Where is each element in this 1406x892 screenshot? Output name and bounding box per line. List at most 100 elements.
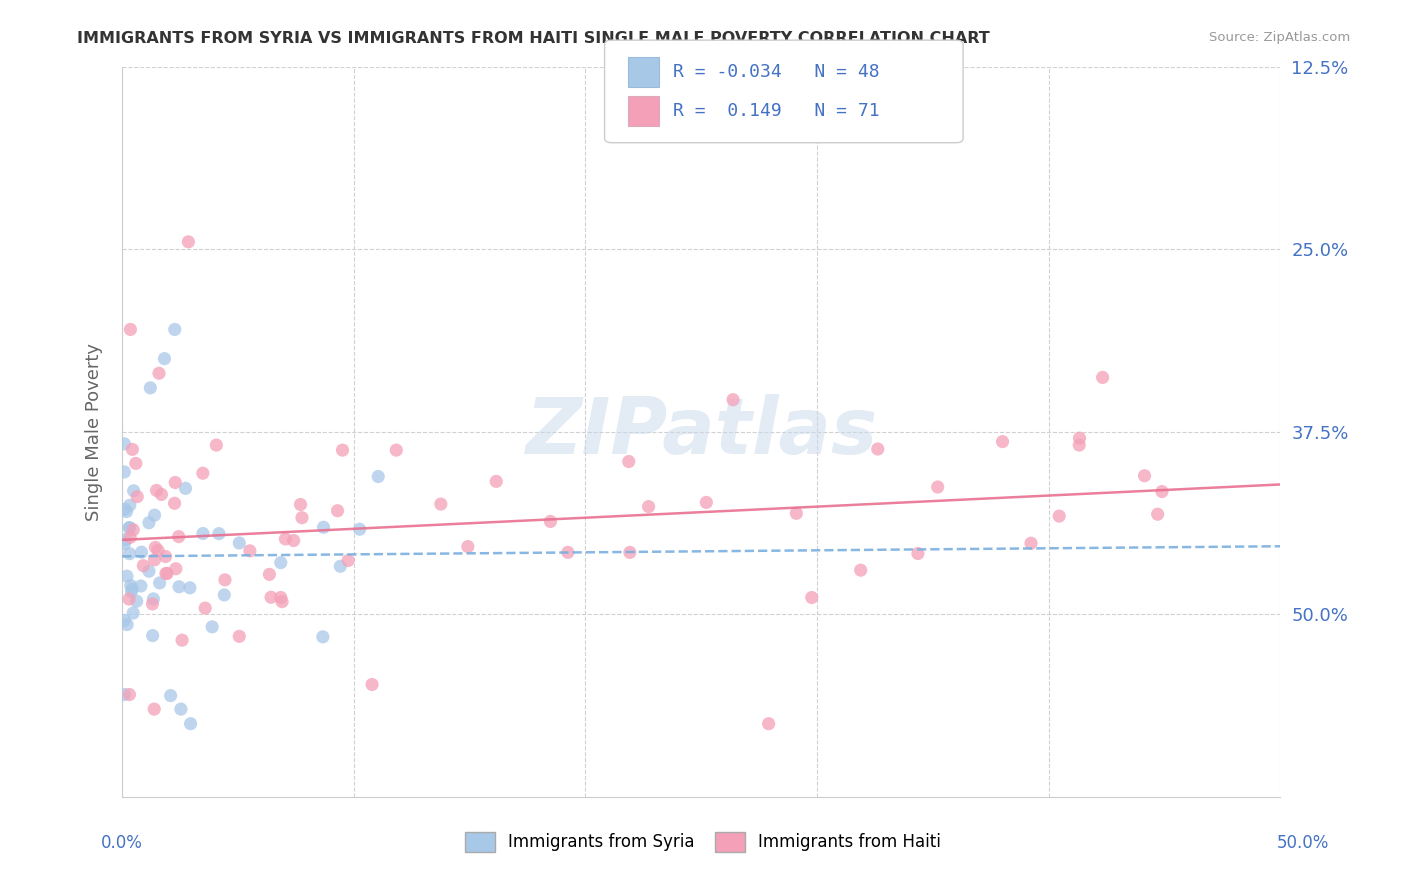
Legend: Immigrants from Syria, Immigrants from Haiti: Immigrants from Syria, Immigrants from H…	[458, 825, 948, 859]
Point	[115, 617, 138, 632]
Text: ZIPatlas: ZIPatlas	[524, 393, 877, 470]
Point	[332, 443, 354, 458]
Point	[131, 545, 153, 559]
Point	[274, 532, 297, 546]
Point	[695, 495, 717, 509]
Point	[172, 633, 194, 648]
Point	[214, 573, 236, 587]
Point	[361, 677, 384, 691]
Point	[139, 381, 162, 395]
Point	[214, 588, 236, 602]
Point	[367, 469, 389, 483]
Point	[121, 582, 143, 596]
Point	[118, 547, 141, 561]
Point	[271, 594, 294, 608]
Point	[208, 526, 231, 541]
Point	[312, 630, 335, 644]
Point	[143, 553, 166, 567]
Point	[337, 553, 360, 567]
Point	[291, 510, 314, 524]
Point	[118, 592, 141, 607]
Point	[159, 689, 181, 703]
Point	[385, 443, 408, 458]
Point	[138, 516, 160, 530]
Point	[114, 533, 136, 547]
Point	[907, 547, 929, 561]
Point	[115, 569, 138, 583]
Point	[201, 620, 224, 634]
Point	[120, 322, 142, 336]
Point	[167, 530, 190, 544]
Point	[114, 502, 136, 516]
Point	[619, 545, 641, 559]
Point	[149, 575, 172, 590]
Point	[290, 498, 312, 512]
Text: R =  0.149   N = 71: R = 0.149 N = 71	[673, 103, 880, 120]
Text: IMMIGRANTS FROM SYRIA VS IMMIGRANTS FROM HAITI SINGLE MALE POVERTY CORRELATION C: IMMIGRANTS FROM SYRIA VS IMMIGRANTS FROM…	[77, 31, 990, 46]
Point	[174, 481, 197, 495]
Point	[148, 366, 170, 380]
Text: R = -0.034   N = 48: R = -0.034 N = 48	[673, 63, 880, 81]
Point	[145, 541, 167, 555]
Text: 0.0%: 0.0%	[101, 834, 143, 852]
Point	[180, 716, 202, 731]
Point	[153, 351, 176, 366]
Point	[637, 500, 659, 514]
Point	[849, 563, 872, 577]
Point	[1091, 370, 1114, 384]
Point	[141, 597, 163, 611]
Point	[191, 466, 214, 480]
Point	[991, 434, 1014, 449]
Point	[129, 579, 152, 593]
Point	[1150, 484, 1173, 499]
Point	[122, 483, 145, 498]
Point	[120, 530, 142, 544]
Point	[1069, 431, 1091, 445]
Point	[145, 483, 167, 498]
Point	[132, 558, 155, 573]
Point	[260, 591, 283, 605]
Point	[112, 465, 135, 479]
Point	[112, 614, 135, 628]
Point	[143, 702, 166, 716]
Point	[118, 521, 141, 535]
Point	[112, 688, 135, 702]
Point	[143, 508, 166, 523]
Point	[259, 567, 281, 582]
Point	[170, 702, 193, 716]
Text: Source: ZipAtlas.com: Source: ZipAtlas.com	[1209, 31, 1350, 45]
Point	[866, 442, 889, 456]
Point	[163, 496, 186, 510]
Point	[122, 523, 145, 537]
Point	[115, 505, 138, 519]
Point	[127, 490, 149, 504]
Point	[1146, 507, 1168, 521]
Point	[155, 549, 177, 564]
Point	[120, 578, 142, 592]
Point	[167, 580, 190, 594]
Point	[121, 442, 143, 457]
Point	[485, 475, 508, 489]
Point	[125, 594, 148, 608]
Point	[138, 564, 160, 578]
Point	[179, 581, 201, 595]
Point	[538, 515, 561, 529]
Point	[239, 544, 262, 558]
Point	[125, 456, 148, 470]
Point	[165, 475, 187, 490]
Point	[112, 537, 135, 551]
Point	[191, 526, 214, 541]
Point	[228, 629, 250, 643]
Point	[1133, 468, 1156, 483]
Point	[1047, 509, 1070, 524]
Point	[165, 562, 187, 576]
Point	[329, 559, 352, 574]
Point	[118, 688, 141, 702]
Point	[430, 497, 453, 511]
Point	[785, 506, 807, 520]
Point	[800, 591, 823, 605]
Point	[1019, 536, 1042, 550]
Point	[177, 235, 200, 249]
Point	[120, 584, 142, 599]
Point	[205, 438, 228, 452]
